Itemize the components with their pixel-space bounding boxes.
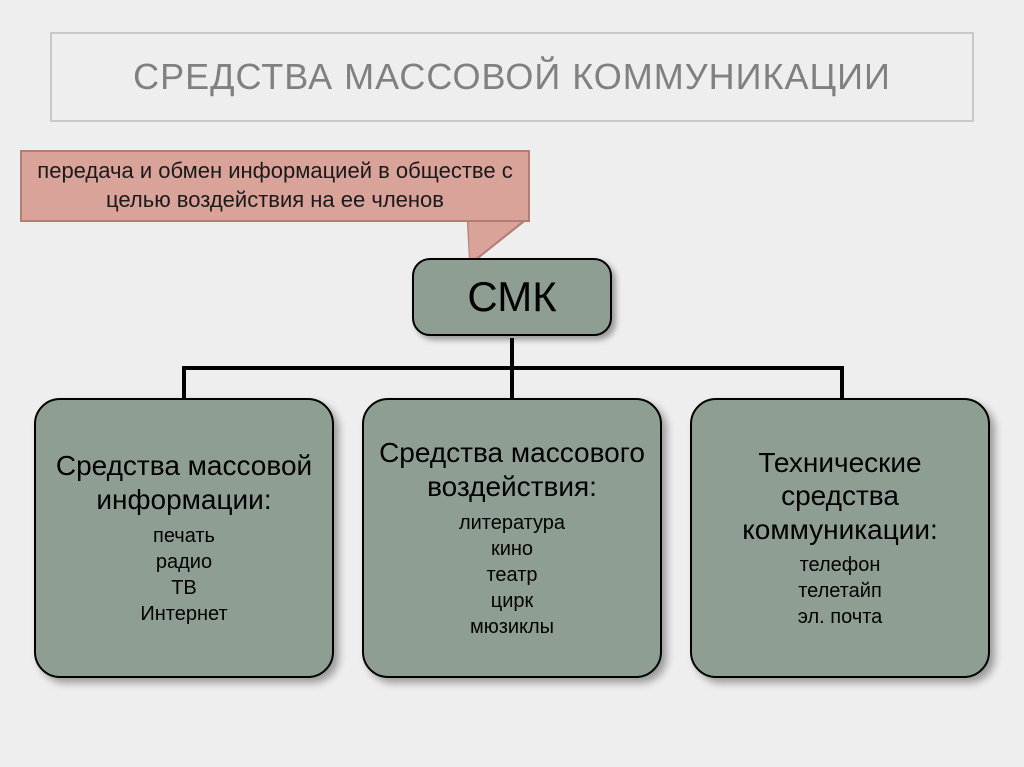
callout-box: передача и обмен информацией в обществе …	[20, 150, 530, 222]
child-title: Технические средства коммуникации:	[704, 446, 976, 547]
title-frame: СРЕДСТВА МАССОВОЙ КОММУНИКАЦИИ	[50, 32, 974, 122]
connector-root-down	[510, 338, 514, 368]
tree-root-node: СМК	[412, 258, 612, 336]
tree-child-node: Технические средства коммуникации: телеф…	[690, 398, 990, 678]
connector-child-1	[182, 368, 186, 398]
tree-child-node: Средства массовой информации: печатьради…	[34, 398, 334, 678]
child-items: печатьрадиоТВИнтернет	[140, 523, 227, 627]
child-items: телефонтелетайпэл. почта	[798, 552, 883, 630]
callout-tail	[452, 218, 526, 263]
connector-child-3	[840, 368, 844, 398]
child-title: Средства массовой информации:	[48, 449, 320, 516]
callout-text: передача и обмен информацией в обществе …	[34, 157, 516, 214]
child-items: литературакинотеатрциркмюзиклы	[459, 510, 565, 640]
connector-child-2	[510, 368, 514, 398]
page-title: СРЕДСТВА МАССОВОЙ КОММУНИКАЦИИ	[133, 56, 891, 98]
tree-child-node: Средства массового воздействия: литерату…	[362, 398, 662, 678]
child-title: Средства массового воздействия:	[376, 436, 648, 503]
tree-root-label: СМК	[467, 273, 556, 321]
